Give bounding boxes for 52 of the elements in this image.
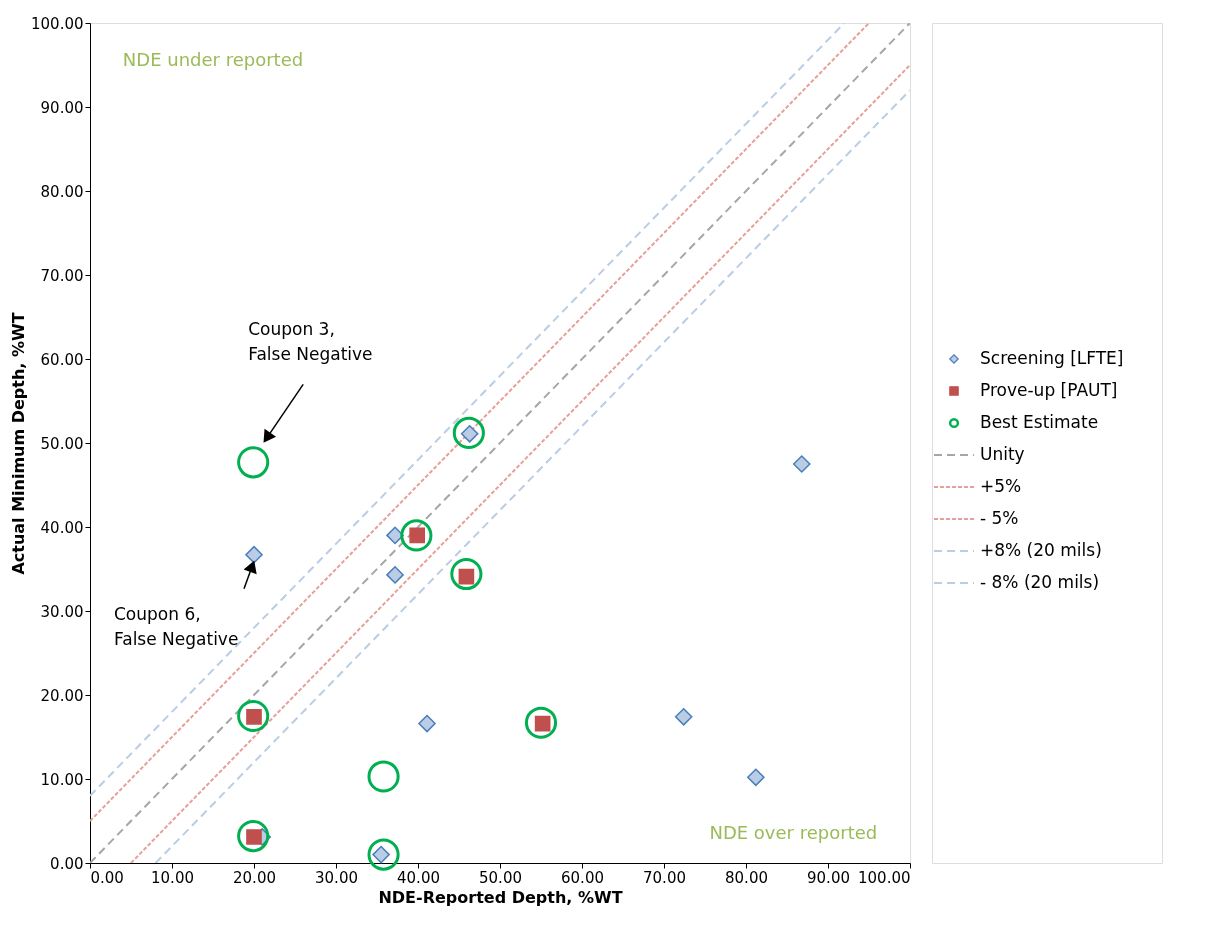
- point: [386, 566, 404, 584]
- y-tick-label: 100.00: [31, 14, 84, 33]
- x-tick-label: 30.00: [315, 868, 358, 887]
- legend-label: - 8% (20 mils): [980, 572, 1100, 592]
- y-tick-label: 90.00: [40, 98, 84, 117]
- legend-label: Screening [LFTE]: [980, 348, 1124, 368]
- point: [367, 760, 400, 793]
- point: [792, 455, 811, 473]
- x-tick-label: 10.00: [151, 868, 194, 887]
- point: [524, 706, 558, 739]
- x-axis-title: NDE-Reported Depth, %WT: [378, 887, 623, 907]
- x-tick-label: 70.00: [643, 868, 686, 887]
- annotation: Coupon 3, False Negative: [248, 319, 373, 365]
- y-tick-label: 0.00: [50, 854, 84, 873]
- y-tick-label: 80.00: [40, 182, 84, 201]
- x-tick-label: 80.00: [725, 868, 768, 887]
- point: [237, 820, 270, 853]
- y-tick-label: 50.00: [40, 434, 84, 453]
- legend-label: Best Estimate: [980, 412, 1099, 432]
- y-tick-label: 40.00: [40, 518, 84, 537]
- x-tick-label: 90.00: [807, 868, 850, 887]
- legend-label: Unity: [980, 444, 1025, 464]
- point: [674, 708, 693, 726]
- annotation: Coupon 6, False Negative: [114, 603, 239, 649]
- legend-label: +5%: [980, 476, 1022, 496]
- y-tick-label: 10.00: [40, 770, 84, 789]
- point: [245, 545, 263, 564]
- y-tick-label: 20.00: [40, 686, 84, 705]
- annotation: NDE under reported: [122, 48, 304, 70]
- point: [237, 699, 270, 733]
- x-tick-label: 50.00: [479, 868, 522, 887]
- x-tick-label: 0.00: [90, 868, 124, 887]
- legend-label: - 5%: [980, 508, 1019, 528]
- point: [418, 714, 436, 733]
- point: [452, 416, 485, 449]
- legend-label: +8% (20 mils): [980, 540, 1102, 560]
- point: [237, 446, 270, 479]
- y-tick-label: 70.00: [40, 266, 84, 285]
- x-tick-label: 100.00: [858, 868, 911, 887]
- point: [450, 557, 483, 591]
- x-tick-label: 60.00: [561, 868, 604, 887]
- legend-label: Prove-up [PAUT]: [980, 380, 1118, 400]
- point: [400, 519, 433, 552]
- x-tick-label: 20.00: [233, 868, 276, 887]
- y-tick-label: 30.00: [40, 602, 84, 621]
- x-tick-label: 40.00: [397, 868, 440, 887]
- point: [386, 526, 404, 545]
- annotation: NDE over reported: [709, 821, 878, 843]
- y-tick-label: 60.00: [40, 350, 84, 369]
- point: [367, 838, 400, 871]
- point: [747, 768, 765, 787]
- y-axis-title: Actual Minimum Depth, %WT: [9, 312, 29, 575]
